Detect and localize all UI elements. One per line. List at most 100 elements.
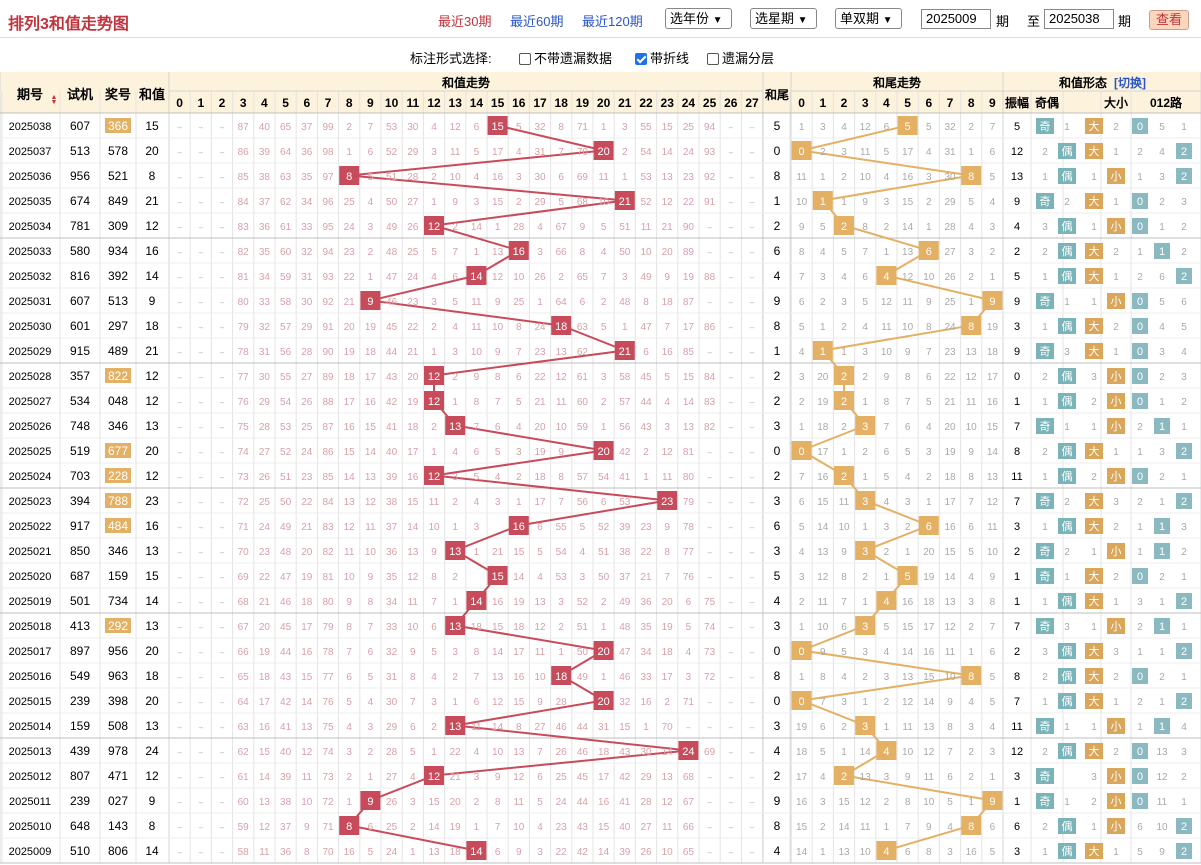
tail-ball-label: 3 (862, 421, 868, 433)
odd-even-miss: 1 (1064, 572, 1070, 583)
recent-120-link[interactable]: 最近120期 (582, 14, 643, 29)
tail-miss-value: 4 (990, 197, 996, 208)
tail-miss-value: 5 (799, 322, 805, 333)
miss-value: 58 (280, 297, 292, 308)
query-button[interactable]: 查看 (1149, 10, 1190, 30)
trial-number: 607 (70, 294, 90, 308)
switch-link[interactable]: [切换] (1114, 75, 1146, 90)
miss-value: 43 (577, 822, 589, 833)
tail-miss-value: 1 (841, 347, 847, 358)
mod3-badge (1176, 493, 1192, 509)
tail-miss-value: 19 (817, 397, 829, 408)
mod3-label: 1 (1159, 546, 1165, 558)
sum-ball-label: 9 (367, 296, 373, 308)
option-no-miss-data[interactable]: 不带遗漏数据 (519, 48, 612, 67)
odd-even-miss: 3 (1042, 222, 1048, 233)
from-issue-input[interactable]: 2025009 (921, 9, 991, 29)
miss-placeholder: ━ (198, 850, 204, 857)
mod3-label: 2 (1181, 146, 1187, 158)
tail-miss-value: 8 (905, 372, 911, 383)
recent-30-link[interactable]: 最近30期 (438, 14, 492, 29)
to-issue-input[interactable]: 2025038 (1044, 9, 1114, 29)
sum-ball-label: 23 (661, 496, 673, 508)
tail-miss-value: 11 (839, 497, 850, 508)
miss-placeholder: ━ (728, 300, 734, 307)
tail-ball (982, 291, 1003, 310)
miss-value: 59 (280, 272, 292, 283)
miss-value: 23 (301, 472, 313, 483)
miss-value: 6 (643, 347, 649, 358)
odd-even-badge (1058, 668, 1076, 684)
miss-value: 14 (662, 147, 674, 158)
recent-60-link[interactable]: 最近60期 (510, 14, 564, 29)
miss-value: 63 (238, 722, 250, 733)
miss-value: 80 (322, 597, 334, 608)
miss-value: 14 (365, 447, 377, 458)
mod3-badge (1176, 818, 1192, 834)
option-miss-layer[interactable]: 遗漏分层 (707, 48, 774, 67)
miss-value: 31 (259, 347, 271, 358)
miss-placeholder: ━ (219, 550, 225, 557)
sum-column-number: 25 (703, 96, 717, 110)
big-small-badge (1085, 568, 1103, 584)
miss-value: 39 (280, 772, 292, 783)
miss-value: 66 (556, 247, 568, 258)
mod3-miss: 4 (1159, 322, 1165, 333)
miss-value: 53 (619, 497, 631, 508)
big-small-label: 小 (1111, 770, 1122, 783)
miss-placeholder: ━ (176, 500, 182, 507)
miss-value: 49 (280, 522, 292, 533)
miss-placeholder: ━ (706, 300, 712, 307)
big-small-badge (1107, 393, 1125, 409)
sort-icon[interactable]: ▲ (51, 94, 58, 101)
checkbox-icon[interactable] (519, 53, 531, 65)
miss-value: 1 (643, 472, 649, 483)
miss-value: 82 (238, 247, 250, 258)
year-select[interactable]: 选年份 ▼ (665, 8, 732, 29)
miss-value: 22 (301, 497, 313, 508)
checkbox-icon[interactable] (635, 53, 647, 65)
tail-miss-value: 7 (884, 422, 890, 433)
sum-ball-label: 20 (597, 696, 609, 708)
tail-miss-value: 9 (905, 347, 911, 358)
tail-miss-value: 32 (944, 122, 956, 133)
miss-value: 12 (662, 447, 674, 458)
miss-value: 4 (537, 822, 543, 833)
miss-value: 88 (704, 272, 716, 283)
tail-miss-value: 14 (860, 747, 872, 758)
option-with-line[interactable]: 带折线 (635, 48, 689, 67)
mod3-miss: 1 (1159, 497, 1165, 508)
big-small-label: 小 (1111, 370, 1122, 383)
tail-ball (961, 816, 982, 835)
miss-value: 14 (344, 472, 356, 483)
checkbox-icon[interactable] (707, 53, 719, 65)
odd-even-label: 偶 (1062, 670, 1073, 683)
tail-column-number: 4 (883, 96, 890, 110)
miss-value: 9 (304, 822, 310, 833)
tail-miss-value: 10 (923, 797, 935, 808)
big-small-badge (1107, 468, 1125, 484)
miss-value: 6 (516, 372, 522, 383)
odd-even-select[interactable]: 单双期 ▼ (835, 8, 902, 29)
miss-value: 11 (365, 522, 376, 533)
tail-miss-value: 4 (884, 497, 890, 508)
sum-value: 24 (145, 744, 159, 758)
table-row (0, 588, 1201, 613)
tail-miss-value: 7 (947, 747, 953, 758)
tail-miss-value: 8 (926, 847, 932, 858)
miss-value: 5 (537, 797, 543, 808)
mod3-badge (1154, 718, 1170, 734)
miss-placeholder: ━ (728, 350, 734, 357)
tail-miss-value: 15 (902, 197, 914, 208)
tail-miss-value: 20 (944, 422, 956, 433)
mod3-badge (1154, 518, 1170, 534)
tail-miss-value: 13 (923, 722, 935, 733)
miss-value: 82 (704, 422, 716, 433)
sum-value: 12 (145, 369, 159, 383)
miss-value: 18 (450, 847, 462, 858)
sort-icon[interactable]: ▼ (51, 99, 58, 106)
weekday-select[interactable]: 选星期 ▼ (750, 8, 817, 29)
big-small-badge (1085, 268, 1103, 284)
miss-value: 34 (386, 597, 398, 608)
miss-value: 13 (301, 722, 313, 733)
